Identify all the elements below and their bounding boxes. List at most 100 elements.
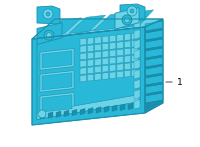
Polygon shape [134, 30, 140, 39]
Polygon shape [120, 4, 145, 20]
Circle shape [47, 33, 52, 38]
Polygon shape [42, 73, 72, 90]
Polygon shape [134, 100, 140, 109]
Polygon shape [117, 42, 123, 49]
Polygon shape [110, 64, 116, 71]
Polygon shape [145, 93, 163, 103]
Polygon shape [44, 18, 82, 36]
Polygon shape [120, 104, 125, 111]
Polygon shape [117, 64, 123, 71]
Polygon shape [134, 60, 140, 69]
Polygon shape [132, 55, 138, 62]
Polygon shape [72, 109, 77, 116]
Circle shape [124, 17, 130, 22]
Polygon shape [80, 60, 86, 67]
Polygon shape [124, 70, 131, 77]
Polygon shape [32, 19, 163, 39]
Polygon shape [134, 40, 140, 49]
Polygon shape [80, 75, 86, 82]
Polygon shape [112, 105, 117, 112]
Polygon shape [110, 35, 116, 42]
Polygon shape [80, 53, 86, 60]
Polygon shape [145, 39, 163, 49]
Polygon shape [115, 8, 139, 29]
Polygon shape [88, 107, 93, 114]
Polygon shape [132, 69, 138, 76]
Circle shape [44, 30, 54, 40]
Polygon shape [87, 59, 94, 66]
Text: 1: 1 [177, 77, 183, 86]
Circle shape [38, 110, 46, 118]
Polygon shape [145, 57, 163, 67]
Polygon shape [145, 19, 163, 113]
Polygon shape [134, 80, 140, 89]
Polygon shape [87, 52, 94, 59]
Polygon shape [128, 103, 133, 110]
Polygon shape [80, 46, 86, 53]
Polygon shape [145, 30, 163, 40]
Polygon shape [102, 72, 109, 80]
Polygon shape [80, 68, 86, 75]
Polygon shape [95, 37, 101, 44]
Polygon shape [117, 56, 123, 63]
Polygon shape [124, 56, 131, 62]
Polygon shape [134, 90, 140, 99]
Circle shape [46, 12, 50, 16]
Polygon shape [48, 112, 53, 118]
Polygon shape [110, 50, 116, 57]
Polygon shape [32, 27, 145, 125]
Polygon shape [95, 73, 101, 80]
Polygon shape [134, 50, 140, 59]
Circle shape [122, 15, 132, 25]
Polygon shape [95, 66, 101, 73]
Polygon shape [94, 12, 130, 31]
Polygon shape [110, 42, 116, 49]
Polygon shape [37, 6, 60, 24]
Polygon shape [124, 34, 131, 41]
Polygon shape [145, 48, 163, 58]
Polygon shape [37, 95, 139, 120]
Polygon shape [40, 93, 74, 114]
Polygon shape [40, 71, 74, 92]
Polygon shape [40, 113, 45, 119]
Polygon shape [145, 75, 163, 85]
Polygon shape [102, 36, 109, 43]
Polygon shape [134, 20, 140, 29]
Polygon shape [134, 70, 140, 79]
Polygon shape [96, 107, 101, 113]
Polygon shape [64, 110, 69, 117]
Polygon shape [42, 95, 72, 112]
Polygon shape [40, 49, 74, 70]
Polygon shape [145, 66, 163, 76]
Polygon shape [102, 58, 109, 65]
Polygon shape [132, 40, 138, 47]
Polygon shape [110, 57, 116, 64]
Polygon shape [117, 34, 123, 41]
Polygon shape [145, 84, 163, 94]
Polygon shape [80, 108, 85, 115]
Circle shape [127, 6, 137, 16]
Polygon shape [124, 63, 131, 70]
Polygon shape [132, 62, 138, 69]
Polygon shape [87, 74, 94, 81]
Polygon shape [87, 37, 94, 44]
Polygon shape [87, 67, 94, 74]
Polygon shape [145, 21, 163, 31]
Polygon shape [102, 51, 109, 58]
Polygon shape [110, 72, 116, 79]
Polygon shape [42, 51, 72, 68]
Polygon shape [132, 33, 138, 40]
Polygon shape [117, 71, 123, 78]
Polygon shape [102, 43, 109, 50]
Polygon shape [95, 44, 101, 51]
Polygon shape [119, 10, 154, 28]
Polygon shape [69, 15, 106, 33]
Polygon shape [80, 38, 86, 45]
Polygon shape [37, 23, 62, 45]
Polygon shape [124, 41, 131, 48]
Polygon shape [95, 59, 101, 66]
Polygon shape [124, 48, 131, 55]
Polygon shape [87, 45, 94, 52]
Polygon shape [102, 65, 109, 72]
Polygon shape [104, 106, 109, 112]
